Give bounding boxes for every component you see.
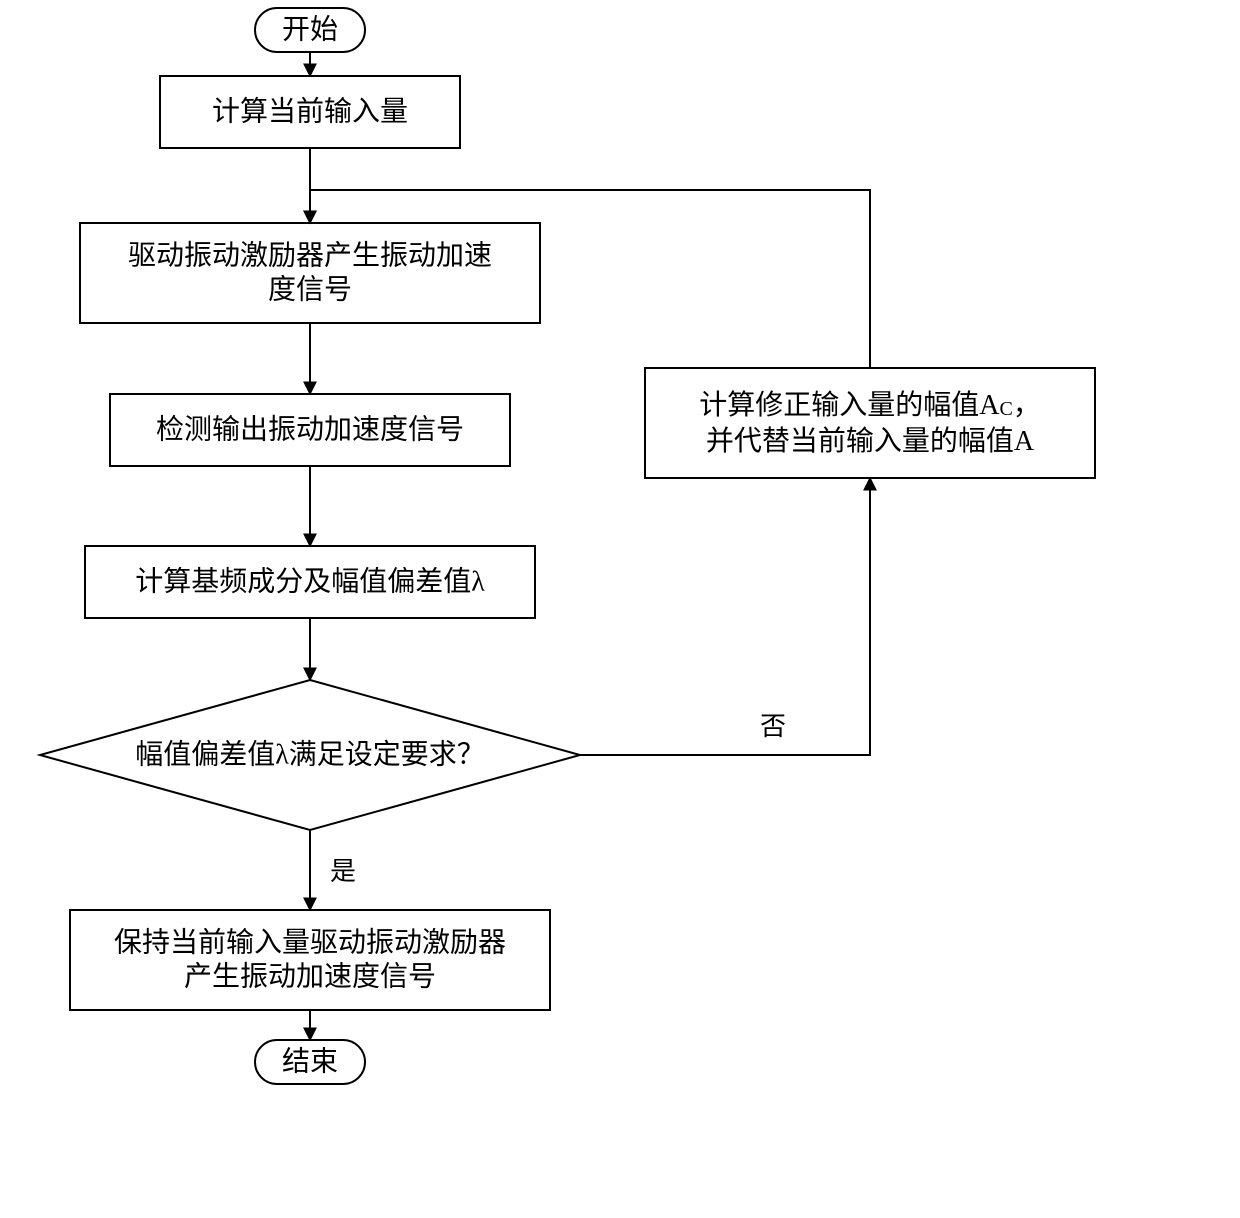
node-step1-text: 计算当前输入量: [212, 96, 408, 128]
node-step1: 计算当前输入量: [160, 76, 460, 148]
edge-correction-loop: [310, 190, 870, 368]
node-step5: 保持当前输入量驱动振动激励器产生振动加速度信号: [70, 910, 550, 1010]
node-correction-line-0: 计算修正输入量的幅值AC，: [699, 389, 1041, 421]
node-end: 结束: [255, 1040, 365, 1084]
node-start: 开始: [255, 8, 365, 52]
node-decision-text: 幅值偏差值λ满足设定要求？: [135, 739, 485, 771]
node-start-text: 开始: [282, 14, 338, 46]
node-end-text: 结束: [282, 1046, 338, 1078]
node-step4-text: 计算基频成分及幅值偏差值λ: [135, 566, 485, 598]
node-step2-line-0: 驱动振动激励器产生振动加速: [128, 240, 492, 272]
node-step2: 驱动振动激励器产生振动加速度信号: [80, 223, 540, 323]
edge-decision-correction: [580, 478, 870, 755]
node-decision: 幅值偏差值λ满足设定要求？: [40, 680, 580, 830]
node-correction-line-1: 并代替当前输入量的幅值A: [706, 425, 1035, 457]
edge-label-是: 是: [330, 857, 356, 886]
edge-label-否: 否: [760, 712, 786, 741]
node-step4: 计算基频成分及幅值偏差值λ: [85, 546, 535, 618]
node-step5-line-1: 产生振动加速度信号: [184, 961, 436, 993]
flowchart-diagram: 是否开始计算当前输入量驱动振动激励器产生振动加速度信号检测输出振动加速度信号计算…: [0, 0, 1240, 1218]
node-correction: 计算修正输入量的幅值AC， 并代替当前输入量的幅值A: [645, 368, 1095, 478]
node-step2-line-1: 度信号: [268, 274, 352, 306]
node-step3-text: 检测输出振动加速度信号: [156, 414, 464, 446]
node-step5-line-0: 保持当前输入量驱动振动激励器: [114, 927, 506, 959]
node-step3: 检测输出振动加速度信号: [110, 394, 510, 466]
